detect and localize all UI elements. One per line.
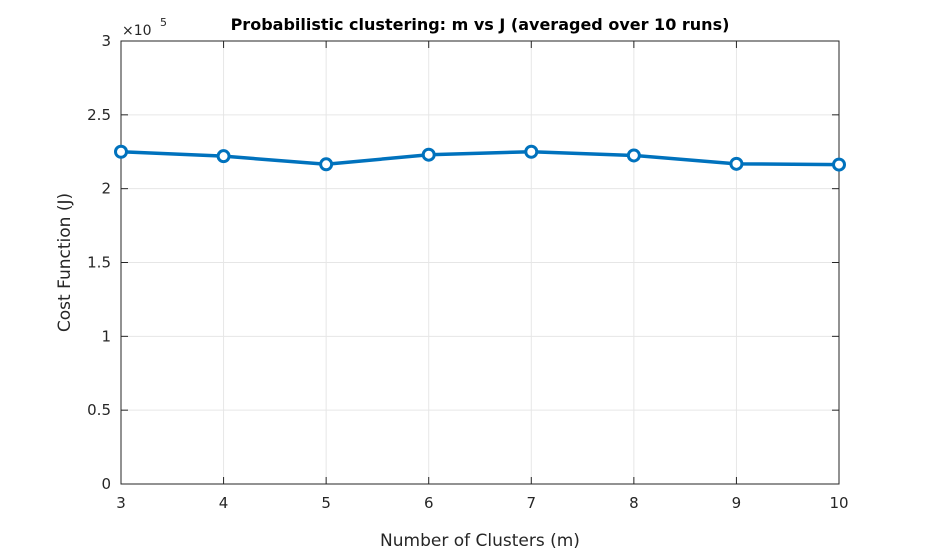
- x-tick-label: 9: [732, 494, 742, 512]
- data-point: [729, 156, 744, 171]
- x-tick-label: 4: [219, 494, 229, 512]
- y-tick-label: 2: [101, 180, 111, 198]
- y-multiplier: ×10: [122, 23, 152, 39]
- x-tick-label: 10: [829, 494, 848, 512]
- data-point: [524, 144, 539, 159]
- data-point: [832, 157, 846, 172]
- data-point: [421, 147, 436, 162]
- data-point: [626, 148, 641, 163]
- x-tick-label: 3: [116, 494, 126, 512]
- data-point: [216, 149, 231, 164]
- series-line: [120, 150, 840, 167]
- x-axis-label: Number of Clusters (m): [380, 531, 580, 551]
- y-tick-label: 0: [101, 475, 111, 493]
- y-tick-label: 1: [101, 327, 111, 345]
- x-tick-labels: 3 4 5 6 7 8 9 10: [116, 494, 848, 512]
- x-tick-label: 6: [424, 494, 434, 512]
- tick-marks: [120, 40, 840, 485]
- y-multiplier-exponent: 5: [160, 16, 167, 29]
- series-layer: [114, 144, 846, 172]
- y-axis-label: Cost Function (J): [55, 193, 75, 332]
- x-tick-label: 5: [321, 494, 331, 512]
- y-tick-label: 2.5: [87, 106, 111, 124]
- chart-title: Probabilistic clustering: m vs J (averag…: [231, 15, 730, 34]
- data-point: [319, 157, 334, 172]
- y-tick-label: 1.5: [87, 254, 111, 272]
- y-tick-label: 3: [101, 32, 111, 50]
- x-tick-label: 8: [629, 494, 639, 512]
- grid: [120, 40, 840, 485]
- x-tick-label: 7: [527, 494, 537, 512]
- y-tick-labels: 0 0.5 1 1.5 2 2.5 3: [87, 32, 111, 493]
- data-point: [114, 144, 128, 159]
- y-tick-label: 0.5: [87, 401, 111, 419]
